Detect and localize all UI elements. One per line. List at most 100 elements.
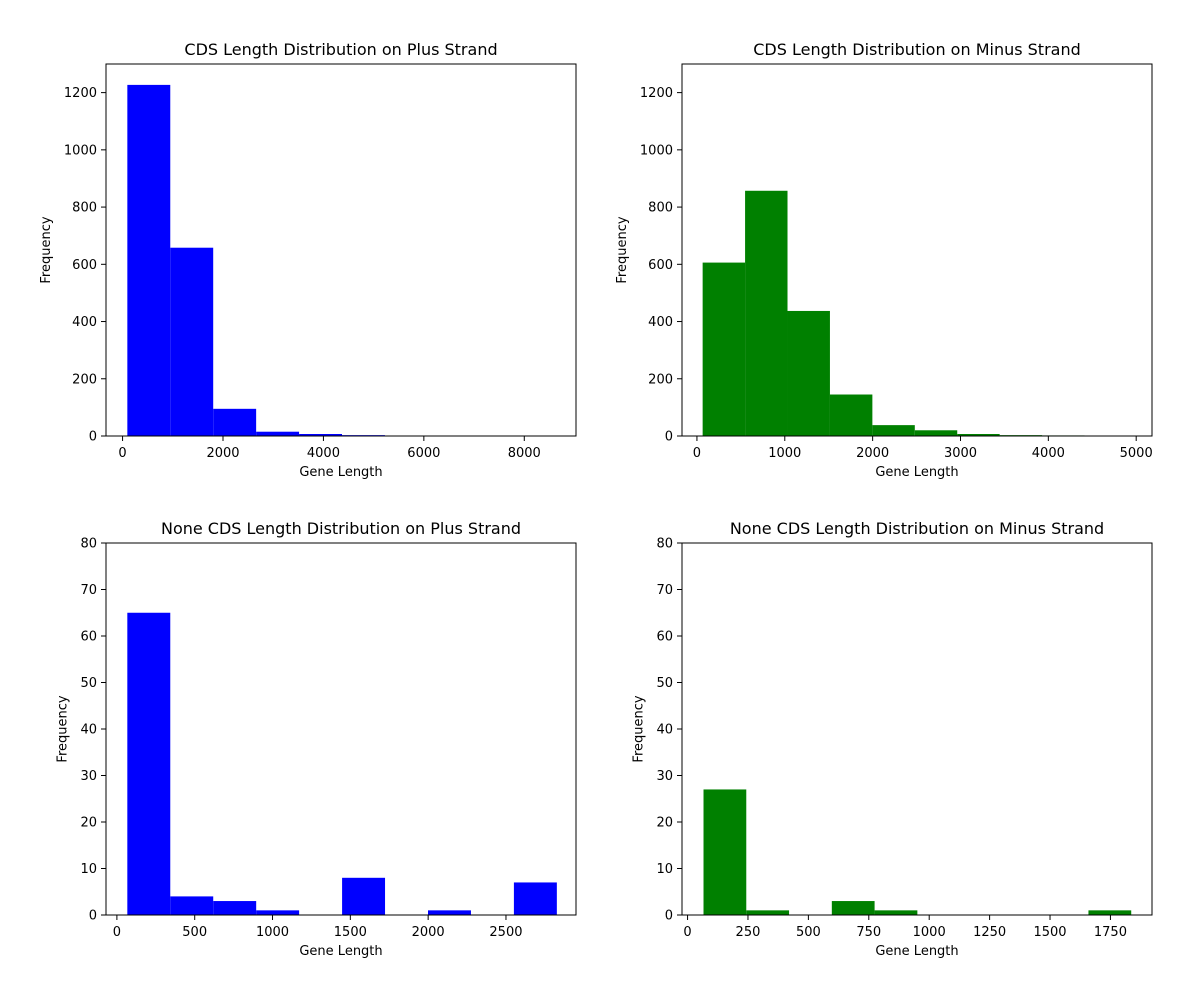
histogram-panel-noncds-minus: 0 250 500 750 1000 1250 1500 1750 0 10 20 30 40 50 60 7… xyxy=(631,519,1153,959)
histogram-bar xyxy=(256,910,300,915)
histogram-bar xyxy=(874,910,918,915)
y-tick-label: 50 xyxy=(80,676,97,691)
y-tick-label: 70 xyxy=(80,583,97,598)
histogram-bar xyxy=(170,247,214,436)
y-tick-label: 200 xyxy=(72,372,97,387)
x-tick-label: 1000 xyxy=(768,446,801,461)
y-tick-label: 400 xyxy=(72,315,97,330)
x-tick-label: 0 xyxy=(683,925,691,940)
histogram-bar xyxy=(872,425,915,436)
y-tick-label: 30 xyxy=(656,769,673,784)
histogram-panel-cds-minus: 0 1000 2000 3000 4000 5000 0 200 400 600 800 1000 12… xyxy=(615,40,1153,480)
histogram-bar xyxy=(213,901,257,915)
y-tick-label: 1200 xyxy=(64,86,97,101)
x-tick-label: 0 xyxy=(693,446,701,461)
chart-title: None CDS Length Distribution on Plus Str… xyxy=(161,519,521,538)
x-tick-label: 2000 xyxy=(856,446,889,461)
axes-frame xyxy=(105,63,577,437)
y-tick-label: 80 xyxy=(80,537,97,552)
x-tick-label: 4000 xyxy=(307,446,340,461)
axes-frame xyxy=(105,542,577,916)
x-axis-label: Gene Length xyxy=(875,465,958,480)
histogram-bar xyxy=(256,431,300,436)
x-tick-label: 5000 xyxy=(1120,446,1153,461)
histogram-bar xyxy=(703,789,747,915)
histogram-bar xyxy=(127,84,171,436)
y-tick-label: 40 xyxy=(656,723,673,738)
x-tick-label: 4000 xyxy=(1032,446,1065,461)
y-tick-label: 600 xyxy=(648,258,673,273)
histogram-panel-noncds-plus: 0 500 1000 1500 2000 2500 0 10 20 30 40 50 60 70 80 Non… xyxy=(55,519,577,959)
y-tick-label: 20 xyxy=(656,816,673,831)
x-tick-label: 1750 xyxy=(1094,925,1127,940)
y-tick-label: 1200 xyxy=(640,86,673,101)
chart-title: CDS Length Distribution on Plus Strand xyxy=(184,40,497,59)
x-tick-label: 1250 xyxy=(973,925,1006,940)
x-tick-label: 6000 xyxy=(407,446,440,461)
x-axis-label: Gene Length xyxy=(299,465,382,480)
y-tick-label: 800 xyxy=(648,201,673,216)
histogram-bar xyxy=(299,434,342,436)
y-tick-label: 1000 xyxy=(640,143,673,158)
x-tick-label: 1500 xyxy=(1033,925,1066,940)
axes-frame xyxy=(681,63,1153,437)
x-axis-label: Gene Length xyxy=(299,944,382,959)
chart-title: None CDS Length Distribution on Minus St… xyxy=(730,519,1104,538)
x-tick-label: 8000 xyxy=(508,446,541,461)
y-tick-label: 0 xyxy=(665,430,673,445)
histogram-bar xyxy=(213,408,257,436)
y-tick-label: 10 xyxy=(656,862,673,877)
y-tick-label: 80 xyxy=(656,537,673,552)
y-axis-label: Frequency xyxy=(631,695,646,762)
y-tick-label: 10 xyxy=(80,862,97,877)
x-tick-label: 1000 xyxy=(913,925,946,940)
histogram-bar xyxy=(914,430,958,436)
y-axis-label: Frequency xyxy=(55,695,70,762)
y-tick-label: 200 xyxy=(648,372,673,387)
histogram-bar xyxy=(170,896,214,915)
y-tick-label: 600 xyxy=(72,258,97,273)
chart-title: CDS Length Distribution on Minus Strand xyxy=(753,40,1081,59)
histogram-bar xyxy=(787,310,830,436)
y-axis-label: Frequency xyxy=(39,216,54,283)
x-tick-label: 2000 xyxy=(206,446,239,461)
x-axis-label: Gene Length xyxy=(875,944,958,959)
axes-frame xyxy=(681,542,1153,916)
y-tick-label: 800 xyxy=(72,201,97,216)
histogram-bar xyxy=(831,901,875,915)
histogram-bar xyxy=(745,190,788,436)
y-tick-label: 40 xyxy=(80,723,97,738)
x-tick-label: 500 xyxy=(796,925,821,940)
y-tick-label: 70 xyxy=(656,583,673,598)
y-tick-label: 20 xyxy=(80,816,97,831)
y-tick-label: 1000 xyxy=(64,143,97,158)
x-tick-label: 750 xyxy=(856,925,881,940)
histogram-bar xyxy=(1088,910,1132,915)
x-tick-label: 3000 xyxy=(944,446,977,461)
y-tick-label: 50 xyxy=(656,676,673,691)
histogram-bar xyxy=(702,262,746,436)
y-tick-label: 0 xyxy=(89,430,97,445)
histogram-bar xyxy=(428,910,471,915)
y-tick-label: 60 xyxy=(656,630,673,645)
histogram-bar xyxy=(829,394,873,436)
histogram-bar xyxy=(127,612,171,915)
histogram-panel-cds-plus: 0 2000 4000 6000 8000 0 200 400 600 800 1000 1200 CD… xyxy=(39,40,577,480)
y-tick-label: 30 xyxy=(80,769,97,784)
y-axis-label: Frequency xyxy=(615,216,630,283)
histogram-bar xyxy=(746,910,790,915)
histogram-bar xyxy=(513,882,557,915)
y-tick-label: 60 xyxy=(80,630,97,645)
x-tick-label: 2000 xyxy=(412,925,445,940)
histogram-bar xyxy=(342,877,386,915)
x-tick-label: 500 xyxy=(182,925,207,940)
x-tick-label: 0 xyxy=(118,446,126,461)
x-tick-label: 1500 xyxy=(334,925,367,940)
y-tick-label: 400 xyxy=(648,315,673,330)
x-tick-label: 2500 xyxy=(489,925,522,940)
x-tick-label: 1000 xyxy=(256,925,289,940)
y-tick-label: 0 xyxy=(665,909,673,924)
histogram-bar xyxy=(957,434,1000,436)
y-tick-label: 0 xyxy=(89,909,97,924)
